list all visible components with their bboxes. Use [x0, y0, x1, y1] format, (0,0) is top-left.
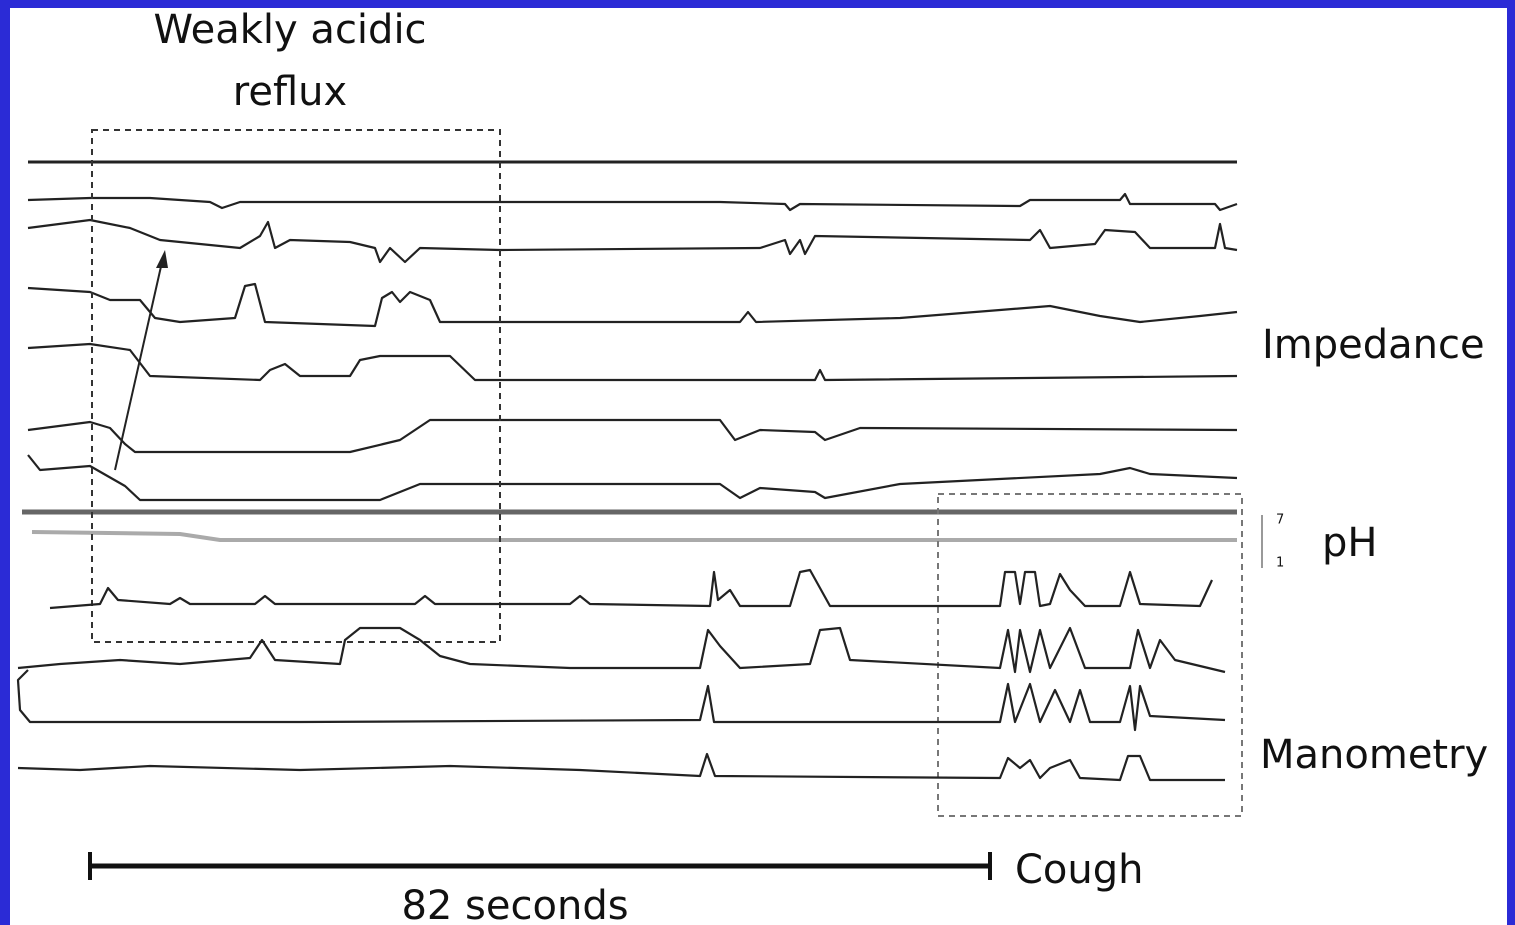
- impedance-traces: [27, 160, 1238, 502]
- ph-trace: [31, 530, 1237, 542]
- scale-label: 82 seconds: [401, 883, 628, 925]
- manometry-label: Manometry: [1260, 732, 1488, 778]
- trace: [27, 342, 1238, 382]
- trace: [17, 752, 1225, 782]
- ph-scale-top: 7: [1276, 513, 1284, 528]
- trace: [17, 626, 1226, 674]
- impedance-label: Impedance: [1262, 322, 1485, 368]
- trace: [27, 282, 1238, 328]
- trace: [16, 669, 1226, 732]
- arrow-head: [156, 250, 168, 268]
- ph-scale-bottom: 1: [1276, 556, 1284, 571]
- trace: [27, 418, 1238, 454]
- annotation: Weakly acidic: [153, 7, 426, 53]
- reflux-box: [91, 129, 501, 643]
- scale-bar: [88, 852, 992, 880]
- annotation: reflux: [233, 69, 347, 115]
- trace: [27, 454, 1238, 502]
- cough-box: [937, 493, 1243, 817]
- arrow: [114, 261, 163, 471]
- panel: [10, 8, 1507, 925]
- trace: [49, 568, 1213, 610]
- manometry-traces: [16, 568, 1226, 782]
- trace: [27, 218, 1238, 264]
- event-label: Cough: [1015, 847, 1144, 893]
- ph-label: pH: [1322, 520, 1377, 566]
- trace: [27, 192, 1238, 212]
